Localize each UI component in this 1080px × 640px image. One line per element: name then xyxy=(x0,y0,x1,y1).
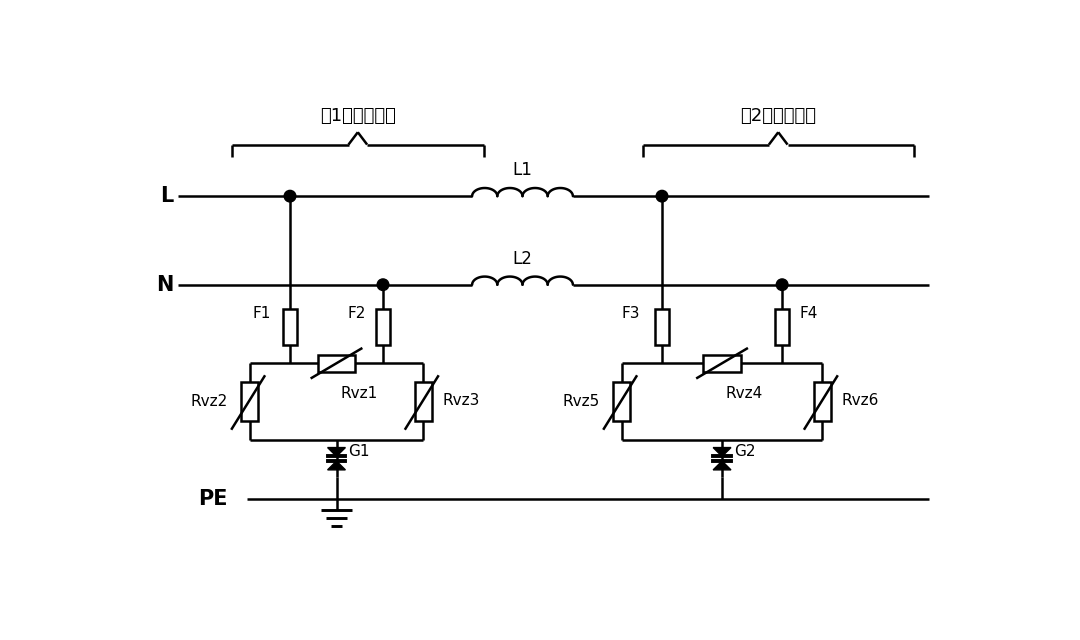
Text: L2: L2 xyxy=(513,250,532,268)
Circle shape xyxy=(377,279,389,291)
Bar xyxy=(318,355,355,372)
Polygon shape xyxy=(713,461,731,470)
Text: F1: F1 xyxy=(253,306,271,321)
Text: G2: G2 xyxy=(733,444,755,459)
Bar xyxy=(613,383,631,421)
Text: N: N xyxy=(157,275,174,294)
Bar xyxy=(775,309,789,345)
Text: Rvz6: Rvz6 xyxy=(841,393,879,408)
Bar xyxy=(283,309,297,345)
Text: 第1级防雷电路: 第1级防雷电路 xyxy=(320,106,395,125)
Bar xyxy=(415,383,432,421)
Text: Rvz2: Rvz2 xyxy=(191,394,228,409)
Text: F4: F4 xyxy=(799,306,818,321)
Bar xyxy=(656,309,669,345)
Text: L1: L1 xyxy=(513,161,532,179)
Polygon shape xyxy=(327,447,346,456)
Bar xyxy=(814,383,831,421)
Polygon shape xyxy=(327,461,346,470)
Polygon shape xyxy=(713,447,731,456)
Text: Rvz1: Rvz1 xyxy=(340,387,378,401)
Text: F2: F2 xyxy=(348,306,366,321)
Circle shape xyxy=(777,279,788,291)
Text: Rvz5: Rvz5 xyxy=(563,394,600,409)
Text: G1: G1 xyxy=(348,444,369,459)
Text: F3: F3 xyxy=(622,306,640,321)
Text: PE: PE xyxy=(199,489,228,509)
Bar xyxy=(703,355,741,372)
Bar xyxy=(241,383,258,421)
Bar xyxy=(376,309,390,345)
Text: 第2级防雷电路: 第2级防雷电路 xyxy=(740,106,816,125)
Text: L: L xyxy=(161,186,174,206)
Text: Rvz3: Rvz3 xyxy=(443,393,480,408)
Circle shape xyxy=(284,190,296,202)
Circle shape xyxy=(657,190,667,202)
Text: Rvz4: Rvz4 xyxy=(726,387,764,401)
